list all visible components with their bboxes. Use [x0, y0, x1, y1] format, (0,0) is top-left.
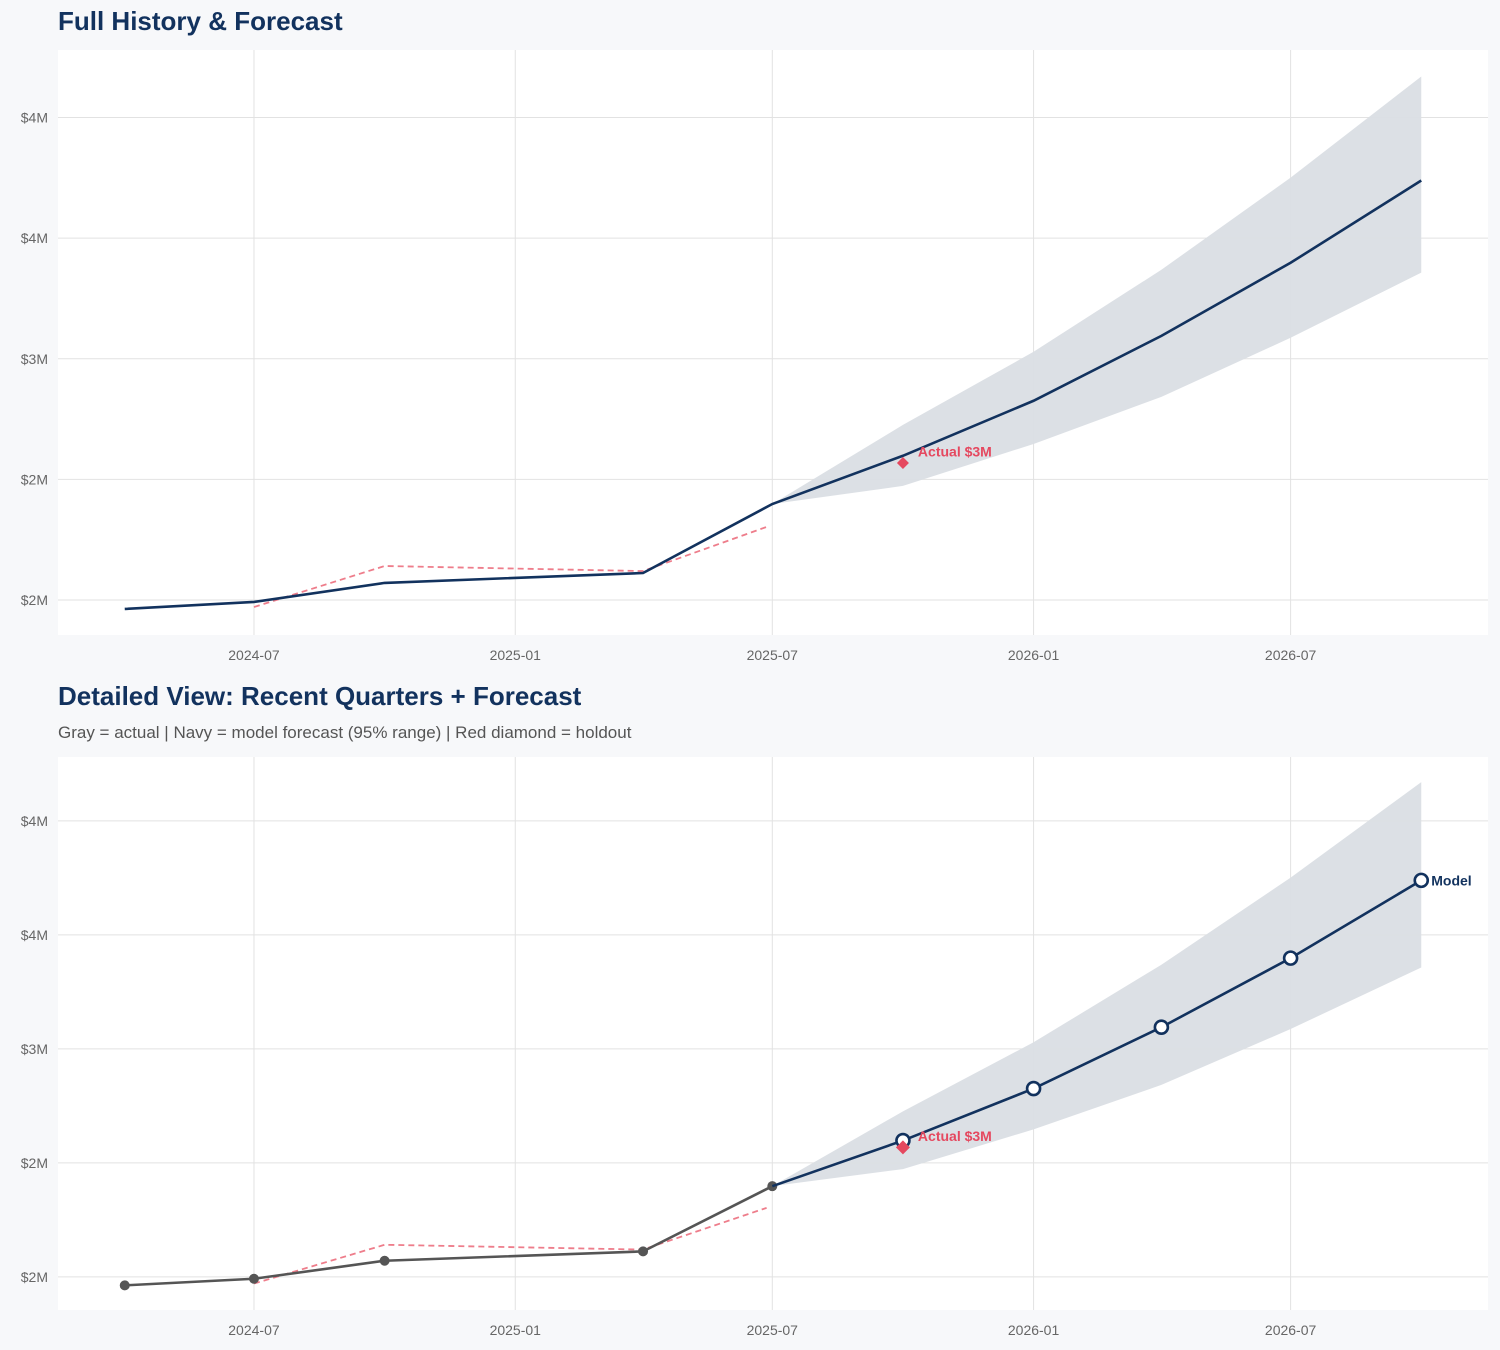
y-tick-label: $2M: [21, 1269, 48, 1285]
y-tick-label: $2M: [21, 592, 48, 608]
y-tick-label: $4M: [21, 927, 48, 943]
x-tick-label: 2025-01: [490, 1322, 542, 1338]
chart1-full-history: $2M $2M $3M $4M $4M 2024-07 2025-01 2025-07 2026…: [21, 50, 1488, 663]
x-tick-label: 2025-07: [747, 1322, 799, 1338]
model-label: Model: [1431, 872, 1471, 888]
x-tick-label: 2024-07: [228, 647, 280, 663]
fitted-dashed-line: [253, 526, 767, 608]
chart1-title: Full History & Forecast: [58, 6, 343, 36]
x-tick-label: 2026-01: [1008, 1322, 1060, 1338]
history-forecast-line: [124, 179, 1422, 611]
chart2-subtitle: Gray = actual | Navy = model forecast (9…: [58, 723, 632, 742]
forecast-95-band: [772, 76, 1422, 505]
y-tick-label: $4M: [21, 110, 48, 126]
holdout-label: Actual $3M: [918, 443, 992, 459]
actual-point: [379, 1255, 390, 1266]
x-tick-label: 2026-07: [1265, 1322, 1317, 1338]
actual-point: [638, 1246, 649, 1257]
chart2-title: Detailed View: Recent Quarters + Forecas…: [58, 681, 582, 711]
y-tick-label: $4M: [21, 230, 48, 246]
forecast-point: [1025, 1080, 1042, 1097]
x-tick-label: 2025-07: [747, 647, 799, 663]
x-tick-label: 2026-07: [1265, 647, 1317, 663]
forecast-point: [1282, 950, 1299, 966]
y-tick-label: $2M: [21, 471, 48, 487]
forecast-point: [1413, 872, 1430, 889]
holdout-label: Actual $3M: [918, 1128, 992, 1144]
fitted-dashed-line: [253, 1206, 767, 1285]
holdout-diamond: [896, 456, 909, 469]
actual-point: [119, 1280, 130, 1291]
forecast-line: [771, 879, 1422, 1188]
forecast-point: [1153, 1019, 1170, 1036]
forecast-95-band: [772, 782, 1422, 1187]
x-tick-label: 2025-01: [490, 647, 542, 663]
actual-point: [248, 1273, 259, 1284]
y-tick-label: $3M: [21, 1041, 48, 1057]
holdout-diamond: [895, 1140, 910, 1155]
x-tick-label: 2024-07: [228, 1322, 280, 1338]
y-tick-label: $2M: [21, 1155, 48, 1171]
x-tick-label: 2026-01: [1008, 647, 1060, 663]
y-tick-label: $3M: [21, 351, 48, 367]
y-tick-label: $4M: [21, 813, 48, 829]
